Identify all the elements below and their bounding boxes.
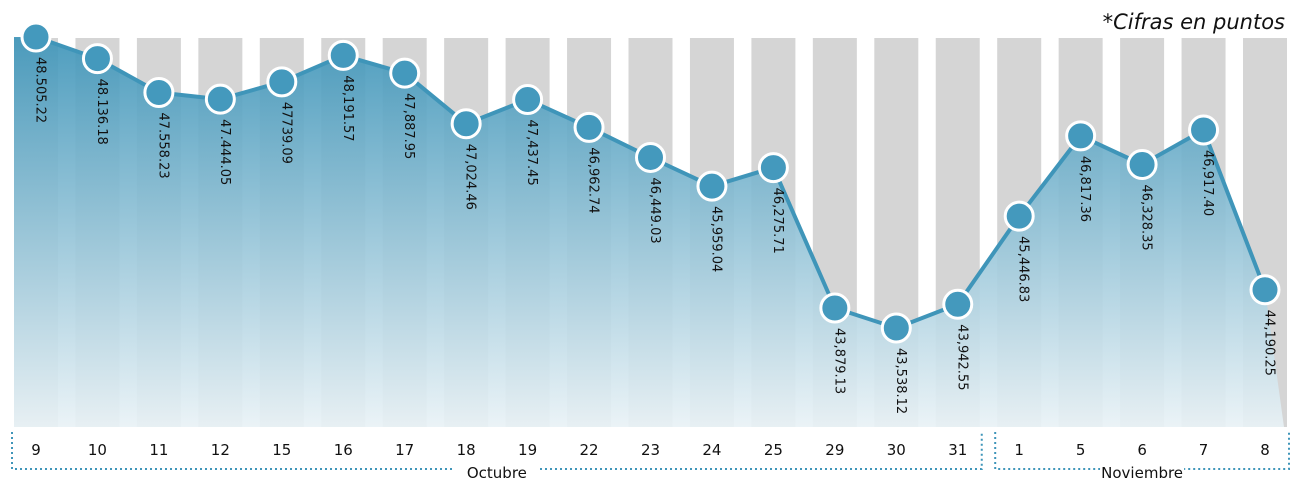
x-tick-label: 1 <box>1014 441 1024 459</box>
x-tick-label: 19 <box>518 441 537 459</box>
value-label-9: 48.505.22 <box>33 57 48 123</box>
value-label-30: 43,538.12 <box>893 348 908 414</box>
month-label-bg <box>1100 462 1185 480</box>
data-point-8 <box>1249 274 1281 306</box>
value-label-17: 47,887.95 <box>401 93 416 159</box>
x-tick-label: 18 <box>457 441 476 459</box>
value-label-5: 46,817.36 <box>1077 156 1092 222</box>
data-point-23 <box>635 141 666 173</box>
data-point-22 <box>573 111 605 143</box>
x-tick-label: 11 <box>149 441 168 459</box>
value-label-24: 45,959.04 <box>708 206 723 272</box>
x-tick-label: 24 <box>702 441 721 459</box>
x-tick-label: 16 <box>334 441 353 459</box>
value-label-8: 44,190.25 <box>1262 310 1277 376</box>
month-label: Octubre <box>467 464 527 480</box>
data-point-24 <box>696 170 728 202</box>
x-tick-label: 6 <box>1137 441 1147 459</box>
data-point-11 <box>143 76 175 108</box>
x-tick-label: 25 <box>764 441 783 459</box>
value-labels: 48.505.22 48.136.18 47.558.23 47.444.05 4773… <box>33 57 1277 414</box>
data-point-25 <box>757 152 789 184</box>
data-point-31 <box>942 288 974 320</box>
x-tick-label: 5 <box>1076 441 1086 459</box>
data-point-5 <box>1065 120 1097 152</box>
data-point-18 <box>450 108 482 140</box>
data-point-12 <box>204 83 236 115</box>
month-label-bg <box>454 462 539 480</box>
x-tick-label: 23 <box>641 441 660 459</box>
x-tick-label: 30 <box>887 441 906 459</box>
value-label-1: 45,446.83 <box>1016 236 1031 302</box>
value-label-15: 47739.09 <box>278 102 293 164</box>
x-axis: 9 10 11 12 15 16 17 18 19 22 23 24 25 29 30 31 1 5 6 7 8 <box>31 441 1270 459</box>
value-label-19: 47,437.45 <box>524 120 539 186</box>
x-tick-label: 15 <box>272 441 291 459</box>
value-label-6: 46,328.35 <box>1139 185 1154 251</box>
value-label-16: 48,191.57 <box>340 75 355 141</box>
data-point-29 <box>819 292 851 324</box>
data-point-30 <box>880 312 912 344</box>
x-tick-label: 22 <box>580 441 599 459</box>
x-tick-label: 17 <box>395 441 414 459</box>
data-markers <box>20 21 1281 344</box>
data-point-17 <box>389 57 421 89</box>
value-label-25: 46,275.71 <box>770 188 785 254</box>
area-fill <box>14 37 1284 427</box>
x-tick-label: 12 <box>211 441 230 459</box>
x-tick-label: 31 <box>948 441 967 459</box>
data-point-9 <box>20 21 52 53</box>
month-brackets: Octubre Noviembre <box>11 432 1290 480</box>
value-label-23: 46,449.03 <box>647 177 662 243</box>
data-point-15 <box>266 66 298 98</box>
data-point-6 <box>1126 149 1158 181</box>
value-label-7: 46,917.40 <box>1200 150 1215 216</box>
data-point-19 <box>512 84 544 116</box>
data-point-7 <box>1188 114 1220 146</box>
data-point-1 <box>1003 200 1035 232</box>
units-note: *Cifras en puntos <box>1102 10 1285 34</box>
value-label-31: 43,942.55 <box>954 324 969 390</box>
x-tick-label: 29 <box>825 441 844 459</box>
x-tick-label: 8 <box>1260 441 1270 459</box>
data-point-16 <box>327 39 359 71</box>
value-label-29: 43,879.13 <box>831 328 846 394</box>
value-label-11: 47.558.23 <box>155 112 170 178</box>
x-tick-label: 9 <box>31 441 41 459</box>
value-label-18: 47,024.46 <box>463 144 478 210</box>
value-label-10: 48.136.18 <box>94 79 109 145</box>
x-tick-label: 7 <box>1199 441 1209 459</box>
value-label-12: 47.444.05 <box>217 119 232 185</box>
x-tick-label: 10 <box>88 441 107 459</box>
data-point-10 <box>81 43 113 75</box>
month-label: Noviembre <box>1101 464 1183 480</box>
value-label-22: 46,962.74 <box>586 147 601 213</box>
